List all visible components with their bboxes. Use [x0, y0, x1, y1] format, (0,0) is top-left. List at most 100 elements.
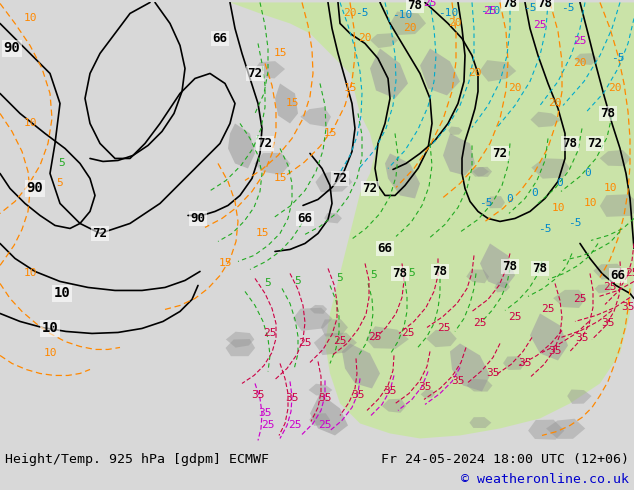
Text: 66: 66	[377, 242, 392, 255]
Text: 35: 35	[251, 391, 265, 400]
Text: 35: 35	[486, 368, 500, 378]
Text: 5: 5	[58, 158, 65, 169]
Polygon shape	[530, 314, 568, 361]
Text: Fr 24-05-2024 18:00 UTC (12+06): Fr 24-05-2024 18:00 UTC (12+06)	[381, 453, 629, 466]
Text: 0: 0	[585, 169, 592, 178]
Text: 72: 72	[247, 67, 262, 80]
Text: 10: 10	[583, 198, 597, 208]
Text: 35: 35	[285, 393, 299, 403]
Text: 35: 35	[318, 393, 332, 403]
Text: 25: 25	[603, 282, 617, 293]
Polygon shape	[481, 61, 516, 81]
Text: 20: 20	[548, 98, 562, 108]
Polygon shape	[255, 153, 289, 175]
Text: 10: 10	[23, 13, 37, 24]
Polygon shape	[316, 318, 349, 334]
Text: 25: 25	[288, 420, 302, 430]
Text: 20: 20	[403, 24, 417, 33]
Polygon shape	[307, 414, 329, 426]
Text: 10: 10	[43, 348, 57, 359]
Text: 20: 20	[508, 83, 522, 94]
Text: -10: -10	[438, 8, 458, 19]
Text: 72: 72	[588, 137, 602, 150]
Text: 66: 66	[611, 269, 626, 282]
Polygon shape	[420, 49, 460, 96]
Text: 25: 25	[625, 269, 634, 278]
Text: 78: 78	[392, 267, 408, 280]
Text: -5: -5	[479, 198, 493, 208]
Text: 35: 35	[258, 409, 272, 418]
Polygon shape	[467, 378, 495, 393]
Text: 25: 25	[541, 304, 555, 315]
Text: 15: 15	[285, 98, 299, 108]
Text: 25: 25	[333, 337, 347, 346]
Text: 72: 72	[363, 182, 377, 195]
Text: 15: 15	[323, 128, 337, 139]
Text: 35: 35	[451, 376, 465, 387]
Text: 35: 35	[383, 387, 397, 396]
Polygon shape	[443, 133, 475, 175]
Text: 5: 5	[371, 270, 377, 280]
Text: 25: 25	[368, 332, 382, 343]
Text: 66: 66	[212, 32, 228, 45]
Text: -5: -5	[523, 3, 537, 13]
Text: -5: -5	[538, 224, 552, 234]
Text: 10: 10	[54, 287, 70, 300]
Text: Height/Temp. 925 hPa [gdpm] ECMWF: Height/Temp. 925 hPa [gdpm] ECMWF	[5, 453, 269, 466]
Text: 78: 78	[432, 265, 448, 278]
Text: 5: 5	[56, 178, 63, 189]
Text: 5: 5	[264, 278, 271, 289]
Polygon shape	[227, 339, 254, 356]
Polygon shape	[596, 285, 612, 293]
Polygon shape	[551, 419, 582, 439]
Polygon shape	[391, 13, 430, 33]
Text: 25: 25	[437, 323, 451, 334]
Text: 25: 25	[318, 420, 332, 430]
Text: 10: 10	[551, 203, 565, 214]
Text: 35: 35	[518, 359, 532, 368]
Text: 78: 78	[503, 0, 517, 10]
Text: 25: 25	[298, 339, 312, 348]
Polygon shape	[420, 390, 436, 398]
Text: 90: 90	[4, 42, 20, 55]
Text: 90: 90	[27, 181, 43, 196]
Polygon shape	[429, 330, 459, 347]
Text: 78: 78	[600, 107, 616, 120]
Text: 78: 78	[503, 260, 517, 273]
Text: 78: 78	[562, 137, 578, 150]
Text: 72: 72	[493, 147, 507, 160]
Polygon shape	[311, 385, 331, 396]
Text: 15: 15	[343, 83, 357, 94]
Text: 35: 35	[418, 383, 432, 392]
Text: 20: 20	[343, 8, 357, 19]
Text: 15: 15	[218, 258, 232, 269]
Text: 10: 10	[42, 321, 58, 336]
Text: 35: 35	[601, 318, 615, 328]
Polygon shape	[600, 194, 634, 218]
Polygon shape	[467, 269, 488, 283]
Polygon shape	[533, 156, 570, 178]
Text: © weatheronline.co.uk: © weatheronline.co.uk	[461, 473, 629, 487]
Text: 25: 25	[263, 328, 277, 339]
Text: 25: 25	[573, 294, 586, 304]
Polygon shape	[316, 170, 354, 192]
Text: 20: 20	[358, 33, 372, 44]
Text: 35: 35	[621, 302, 634, 313]
Text: 20: 20	[469, 69, 482, 78]
Polygon shape	[313, 304, 326, 314]
Polygon shape	[251, 60, 284, 78]
Text: 10: 10	[603, 183, 617, 194]
Polygon shape	[469, 168, 489, 176]
Text: -5: -5	[355, 8, 369, 19]
Text: 25: 25	[261, 420, 275, 430]
Text: 15: 15	[273, 49, 287, 58]
Polygon shape	[275, 83, 298, 123]
Text: 25: 25	[424, 0, 437, 8]
Polygon shape	[533, 113, 562, 127]
Text: -5: -5	[611, 53, 624, 63]
Text: 20: 20	[573, 58, 586, 69]
Polygon shape	[226, 333, 256, 348]
Text: 78: 78	[533, 262, 548, 275]
Text: 15: 15	[256, 228, 269, 239]
Text: 78: 78	[538, 0, 552, 10]
